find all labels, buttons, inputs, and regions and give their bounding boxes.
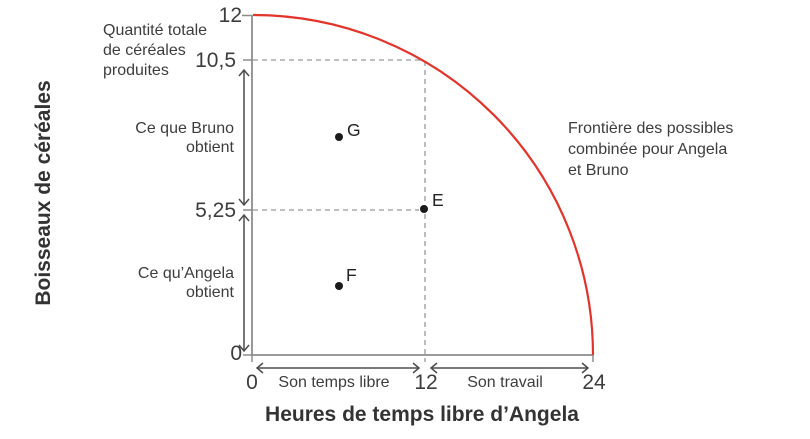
point-label-E: E xyxy=(432,190,444,210)
annotation-angela: Ce qu’Angela obtient xyxy=(120,264,234,302)
annotation-line: Frontière des possibles xyxy=(568,120,734,137)
annotation-line: obtient xyxy=(185,139,234,156)
annotation-line: Ce qu’Angela xyxy=(137,265,234,282)
arrow-right-icon xyxy=(581,362,590,374)
x-axis-title: Heures de temps libre d’Angela xyxy=(265,403,579,426)
y-tick-label-5-25: 5,25 xyxy=(195,199,236,222)
annotation-line: obtient xyxy=(185,284,234,301)
point-label-F: F xyxy=(346,265,357,285)
segment-label-temps-libre: Son temps libre xyxy=(278,374,390,391)
arrow-up-icon xyxy=(238,213,250,222)
y-axis-title: Boisseaux de céréales xyxy=(32,80,55,306)
dashed-guides xyxy=(253,59,426,362)
frontier-curve xyxy=(252,13,595,356)
axes xyxy=(251,15,593,356)
annotation-line: combinée pour Angela xyxy=(568,141,728,158)
annotation-line: et Bruno xyxy=(568,162,629,179)
x-span-arrows xyxy=(255,362,590,374)
arrow-down-icon xyxy=(238,198,250,207)
segment-label-travail: Son travail xyxy=(467,374,543,391)
y-tick-label-0: 0 xyxy=(230,342,242,365)
arrow-left-icon xyxy=(255,362,264,374)
x-tick-label-12: 12 xyxy=(414,371,438,394)
annotation-bruno: Ce que Bruno obtient xyxy=(120,119,234,157)
y-tick-label-12: 12 xyxy=(218,4,242,27)
y-tick-label-10-5: 10,5 xyxy=(195,49,236,72)
annotation-total-quantity: Quantité totale de céréales produites xyxy=(103,21,207,81)
annotation-line: de céréales xyxy=(103,42,186,59)
data-points xyxy=(335,133,428,290)
axis-ticks xyxy=(242,14,594,362)
y-span-arrows xyxy=(238,68,250,353)
point-label-G: G xyxy=(347,120,361,140)
annotation-line: Ce que Bruno xyxy=(135,120,234,137)
annotation-line: Quantité totale xyxy=(103,22,208,39)
annotation-frontier: Frontière des possibles combinée pour An… xyxy=(568,118,733,181)
point-E xyxy=(420,205,428,213)
x-tick-label-0: 0 xyxy=(246,371,258,394)
arrow-up-icon xyxy=(238,68,250,77)
x-tick-label-24: 24 xyxy=(582,371,606,394)
arrow-down-icon xyxy=(238,344,250,353)
point-F xyxy=(335,282,343,290)
point-G xyxy=(335,133,343,141)
arrow-left-icon xyxy=(429,362,438,374)
annotation-line: produites xyxy=(103,62,169,79)
arrow-right-icon xyxy=(412,362,421,374)
